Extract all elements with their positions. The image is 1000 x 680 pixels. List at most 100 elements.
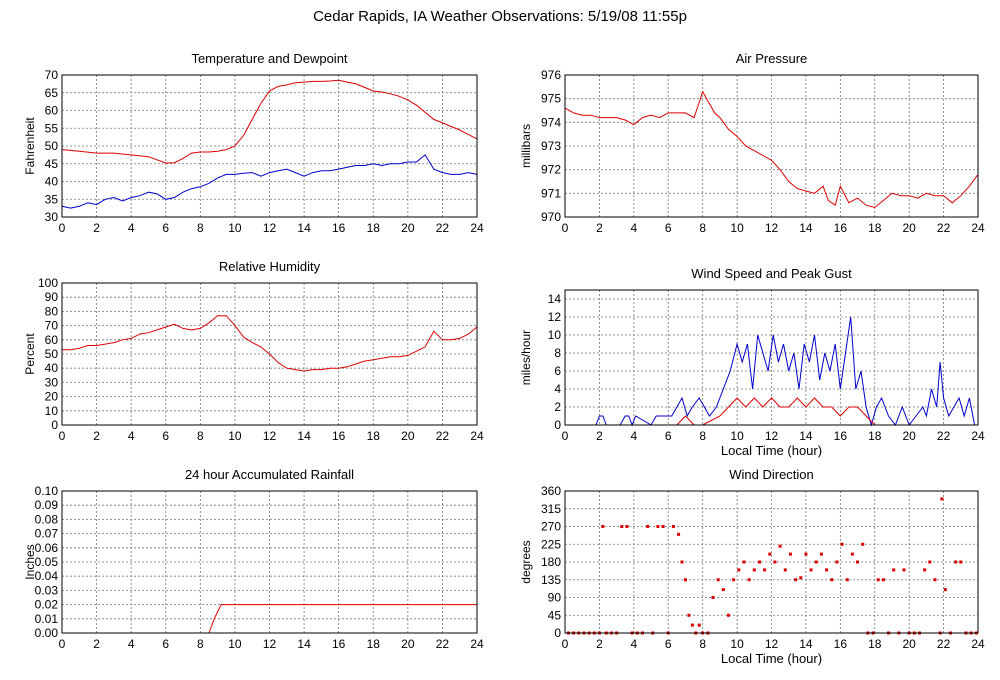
plot-frame xyxy=(564,289,979,426)
data-point xyxy=(726,613,730,617)
y-tick-label: 2 xyxy=(554,400,561,414)
y-tick-label: 0 xyxy=(51,418,58,432)
x-tick-label: 4 xyxy=(630,221,637,235)
y-tick-label: 12 xyxy=(548,310,562,324)
data-point xyxy=(959,560,963,564)
plot-frame xyxy=(61,282,478,426)
y-tick-label: 0.05 xyxy=(35,555,59,569)
x-tick-label: 18 xyxy=(868,637,882,651)
y-axis-label: Fahrenheit xyxy=(23,117,37,175)
data-point xyxy=(840,542,844,546)
y-axis-label: miles/hour xyxy=(519,330,533,385)
x-tick-label: 2 xyxy=(93,637,100,651)
data-point xyxy=(601,525,605,528)
data-point xyxy=(697,623,701,627)
x-tick-label: 0 xyxy=(59,637,66,651)
x-tick-label: 12 xyxy=(765,637,779,651)
y-axis-label: Percent xyxy=(23,333,37,375)
data-point xyxy=(825,568,829,572)
plot-frame xyxy=(61,74,478,218)
data-point xyxy=(788,552,792,556)
x-tick-label: 12 xyxy=(765,429,779,443)
series-line-red xyxy=(564,90,979,209)
plot-frame xyxy=(61,490,478,634)
x-tick-label: 20 xyxy=(902,429,916,443)
y-tick-label: 0.08 xyxy=(35,512,59,526)
x-tick-label: 22 xyxy=(436,221,450,235)
data-point xyxy=(902,568,906,572)
x-tick-label: 14 xyxy=(799,429,813,443)
y-tick-label: 55 xyxy=(45,121,59,135)
data-point xyxy=(814,560,818,564)
data-point xyxy=(799,576,803,580)
y-tick-label: 0.00 xyxy=(35,626,59,640)
y-tick-label: 8 xyxy=(554,346,561,360)
x-tick-label: 16 xyxy=(834,637,848,651)
y-tick-label: 180 xyxy=(541,555,561,569)
x-tick-label: 20 xyxy=(401,637,415,651)
y-tick-label: 976 xyxy=(541,68,561,82)
x-axis-label: Local Time (hour) xyxy=(721,443,822,458)
series-line-red xyxy=(61,79,478,164)
x-tick-label: 18 xyxy=(367,221,381,235)
x-tick-label: 14 xyxy=(799,221,813,235)
y-tick-label: 14 xyxy=(548,292,562,306)
x-tick-label: 4 xyxy=(630,429,637,443)
y-tick-label: 70 xyxy=(45,68,59,82)
y-tick-label: 30 xyxy=(45,375,59,389)
y-tick-label: 35 xyxy=(45,192,59,206)
x-tick-label: 18 xyxy=(367,429,381,443)
x-tick-label: 24 xyxy=(971,221,985,235)
x-tick-label: 6 xyxy=(162,221,169,235)
data-point xyxy=(683,578,687,582)
x-tick-label: 16 xyxy=(332,429,346,443)
x-tick-label: 12 xyxy=(263,637,277,651)
x-tick-label: 16 xyxy=(834,429,848,443)
x-tick-label: 4 xyxy=(128,221,135,235)
plot-frame xyxy=(564,74,979,218)
x-tick-label: 10 xyxy=(730,429,744,443)
y-tick-label: 4 xyxy=(554,382,561,396)
plot-frame xyxy=(564,490,979,634)
data-point xyxy=(625,525,629,528)
y-tick-label: 70 xyxy=(45,319,59,333)
y-tick-label: 40 xyxy=(45,361,59,375)
data-point xyxy=(794,578,798,582)
y-tick-label: 970 xyxy=(541,210,561,224)
x-tick-label: 6 xyxy=(665,637,672,651)
data-point xyxy=(876,578,880,582)
y-tick-label: 90 xyxy=(548,591,562,605)
x-tick-label: 14 xyxy=(297,429,311,443)
x-tick-label: 20 xyxy=(401,429,415,443)
data-point xyxy=(711,596,715,599)
y-tick-label: 90 xyxy=(45,290,59,304)
x-tick-label: 16 xyxy=(834,221,848,235)
x-tick-label: 8 xyxy=(197,221,204,235)
data-point xyxy=(671,525,675,528)
x-tick-label: 2 xyxy=(596,637,603,651)
chart-title: Air Pressure xyxy=(736,51,808,66)
y-tick-label: 973 xyxy=(541,139,561,153)
chart-title: 24 hour Accumulated Rainfall xyxy=(185,467,354,482)
y-tick-label: 0.04 xyxy=(35,569,59,583)
y-tick-label: 60 xyxy=(45,333,59,347)
y-tick-label: 974 xyxy=(541,115,561,129)
chart-title: Wind Direction xyxy=(729,467,814,482)
page-title: Cedar Rapids, IA Weather Observations: 5… xyxy=(313,8,687,25)
x-tick-label: 8 xyxy=(699,221,706,235)
x-tick-label: 16 xyxy=(332,637,346,651)
y-tick-label: 0.10 xyxy=(35,484,59,498)
data-point xyxy=(892,568,896,572)
data-point xyxy=(773,560,777,564)
y-tick-label: 40 xyxy=(45,175,59,189)
series-line-blue xyxy=(565,316,978,427)
y-tick-label: 100 xyxy=(38,276,58,290)
y-tick-label: 10 xyxy=(45,404,59,418)
x-tick-label: 20 xyxy=(902,637,916,651)
x-tick-label: 0 xyxy=(59,429,66,443)
x-tick-label: 24 xyxy=(470,637,484,651)
x-tick-label: 12 xyxy=(263,429,277,443)
